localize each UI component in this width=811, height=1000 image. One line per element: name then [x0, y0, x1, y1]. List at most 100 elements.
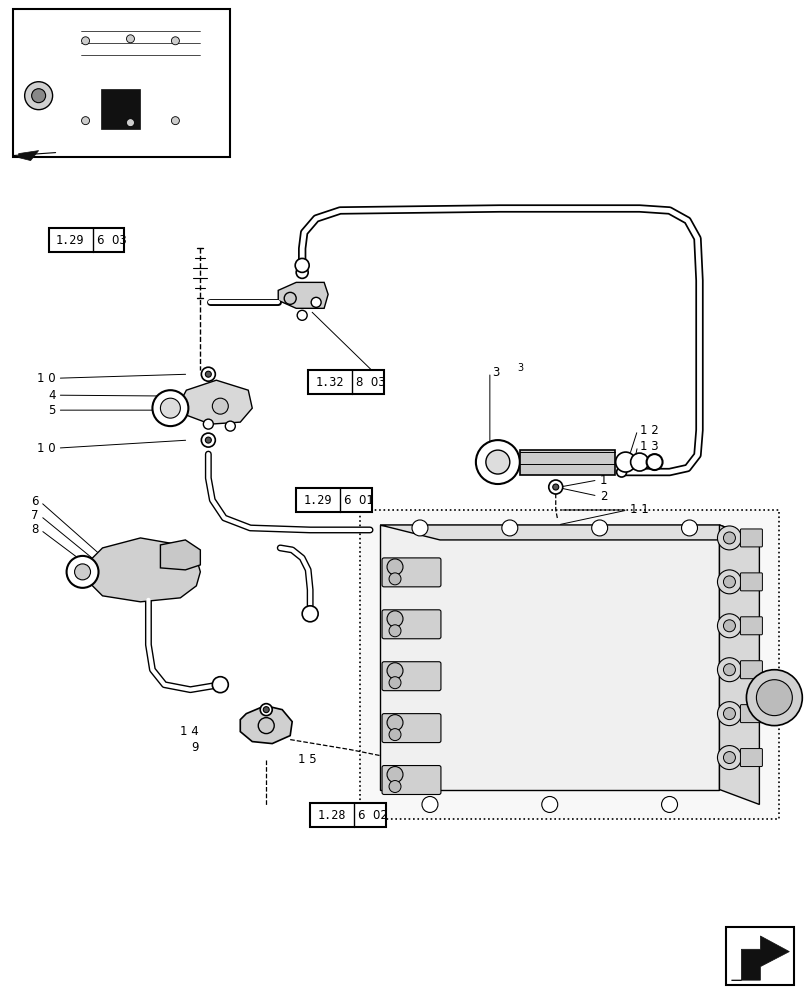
Text: 8: 8 [31, 523, 39, 536]
Circle shape [661, 796, 676, 812]
Polygon shape [380, 525, 719, 790]
Circle shape [311, 297, 320, 307]
Bar [308, 370, 384, 394]
Text: 1 5: 1 5 [298, 753, 316, 766]
Circle shape [388, 625, 401, 637]
Text: 9: 9 [191, 741, 198, 754]
FancyBboxPatch shape [740, 617, 762, 635]
Text: 6  01: 6 01 [344, 493, 374, 506]
Circle shape [161, 398, 180, 418]
Text: 5: 5 [48, 404, 55, 417]
Text: 1.28: 1.28 [317, 809, 345, 822]
Circle shape [32, 89, 45, 103]
Circle shape [723, 576, 735, 588]
Polygon shape [178, 380, 252, 424]
Circle shape [387, 663, 402, 679]
Circle shape [205, 371, 211, 377]
Text: 1.29: 1.29 [303, 493, 331, 506]
Circle shape [723, 664, 735, 676]
Circle shape [717, 614, 740, 638]
Circle shape [723, 532, 735, 544]
Circle shape [387, 611, 402, 627]
FancyBboxPatch shape [381, 610, 440, 639]
Circle shape [616, 467, 626, 477]
Polygon shape [19, 151, 39, 161]
Circle shape [591, 520, 607, 536]
FancyBboxPatch shape [740, 705, 762, 723]
Circle shape [127, 35, 135, 43]
Circle shape [201, 433, 215, 447]
Text: 3: 3 [517, 363, 523, 373]
Circle shape [717, 570, 740, 594]
Circle shape [717, 702, 740, 726]
Text: 2: 2 [599, 490, 607, 503]
Circle shape [680, 520, 697, 536]
Circle shape [263, 707, 269, 713]
Circle shape [615, 452, 635, 472]
Bar [310, 803, 385, 827]
Bar [726, 927, 793, 985]
Polygon shape [200, 31, 220, 141]
Circle shape [422, 796, 437, 812]
Bar [519, 450, 614, 475]
Circle shape [646, 454, 662, 470]
Circle shape [723, 708, 735, 720]
Circle shape [127, 119, 135, 127]
Circle shape [548, 480, 562, 494]
Circle shape [387, 715, 402, 731]
Circle shape [387, 767, 402, 783]
Text: 1 0: 1 0 [37, 372, 55, 385]
Polygon shape [88, 538, 200, 602]
Polygon shape [31, 31, 200, 149]
Polygon shape [278, 282, 328, 308]
Circle shape [501, 520, 517, 536]
Circle shape [485, 450, 509, 474]
FancyBboxPatch shape [381, 558, 440, 587]
Circle shape [717, 746, 740, 770]
Circle shape [75, 564, 91, 580]
Polygon shape [731, 936, 788, 980]
Circle shape [745, 670, 801, 726]
Circle shape [201, 367, 215, 381]
Text: 1 4: 1 4 [179, 725, 198, 738]
Circle shape [475, 440, 519, 484]
Circle shape [302, 606, 318, 622]
Circle shape [203, 419, 213, 429]
Circle shape [295, 258, 309, 272]
Text: 1: 1 [599, 474, 607, 487]
Circle shape [756, 680, 792, 716]
Polygon shape [719, 525, 758, 804]
Text: 1.29: 1.29 [55, 234, 84, 247]
Polygon shape [240, 706, 292, 744]
Text: 3: 3 [491, 366, 499, 379]
Polygon shape [20, 19, 200, 51]
Circle shape [717, 658, 740, 682]
Circle shape [81, 117, 89, 125]
Polygon shape [380, 525, 758, 540]
Text: 8  03: 8 03 [356, 376, 385, 389]
FancyBboxPatch shape [381, 662, 440, 691]
FancyBboxPatch shape [381, 714, 440, 743]
Text: 4: 4 [48, 389, 55, 402]
Text: 6  03: 6 03 [97, 234, 127, 247]
Circle shape [388, 573, 401, 585]
Circle shape [297, 310, 307, 320]
Circle shape [717, 526, 740, 550]
Circle shape [171, 117, 179, 125]
Circle shape [225, 421, 235, 431]
Circle shape [24, 82, 53, 110]
Circle shape [552, 484, 558, 490]
Circle shape [296, 266, 308, 278]
Polygon shape [161, 540, 200, 570]
Circle shape [630, 453, 648, 471]
Bar [49, 228, 124, 252]
Circle shape [284, 292, 296, 304]
Circle shape [205, 437, 211, 443]
FancyBboxPatch shape [381, 766, 440, 794]
FancyBboxPatch shape [740, 573, 762, 591]
Circle shape [212, 677, 228, 693]
Circle shape [388, 729, 401, 741]
Polygon shape [101, 89, 140, 129]
Circle shape [260, 704, 272, 716]
Bar [359, 510, 779, 819]
